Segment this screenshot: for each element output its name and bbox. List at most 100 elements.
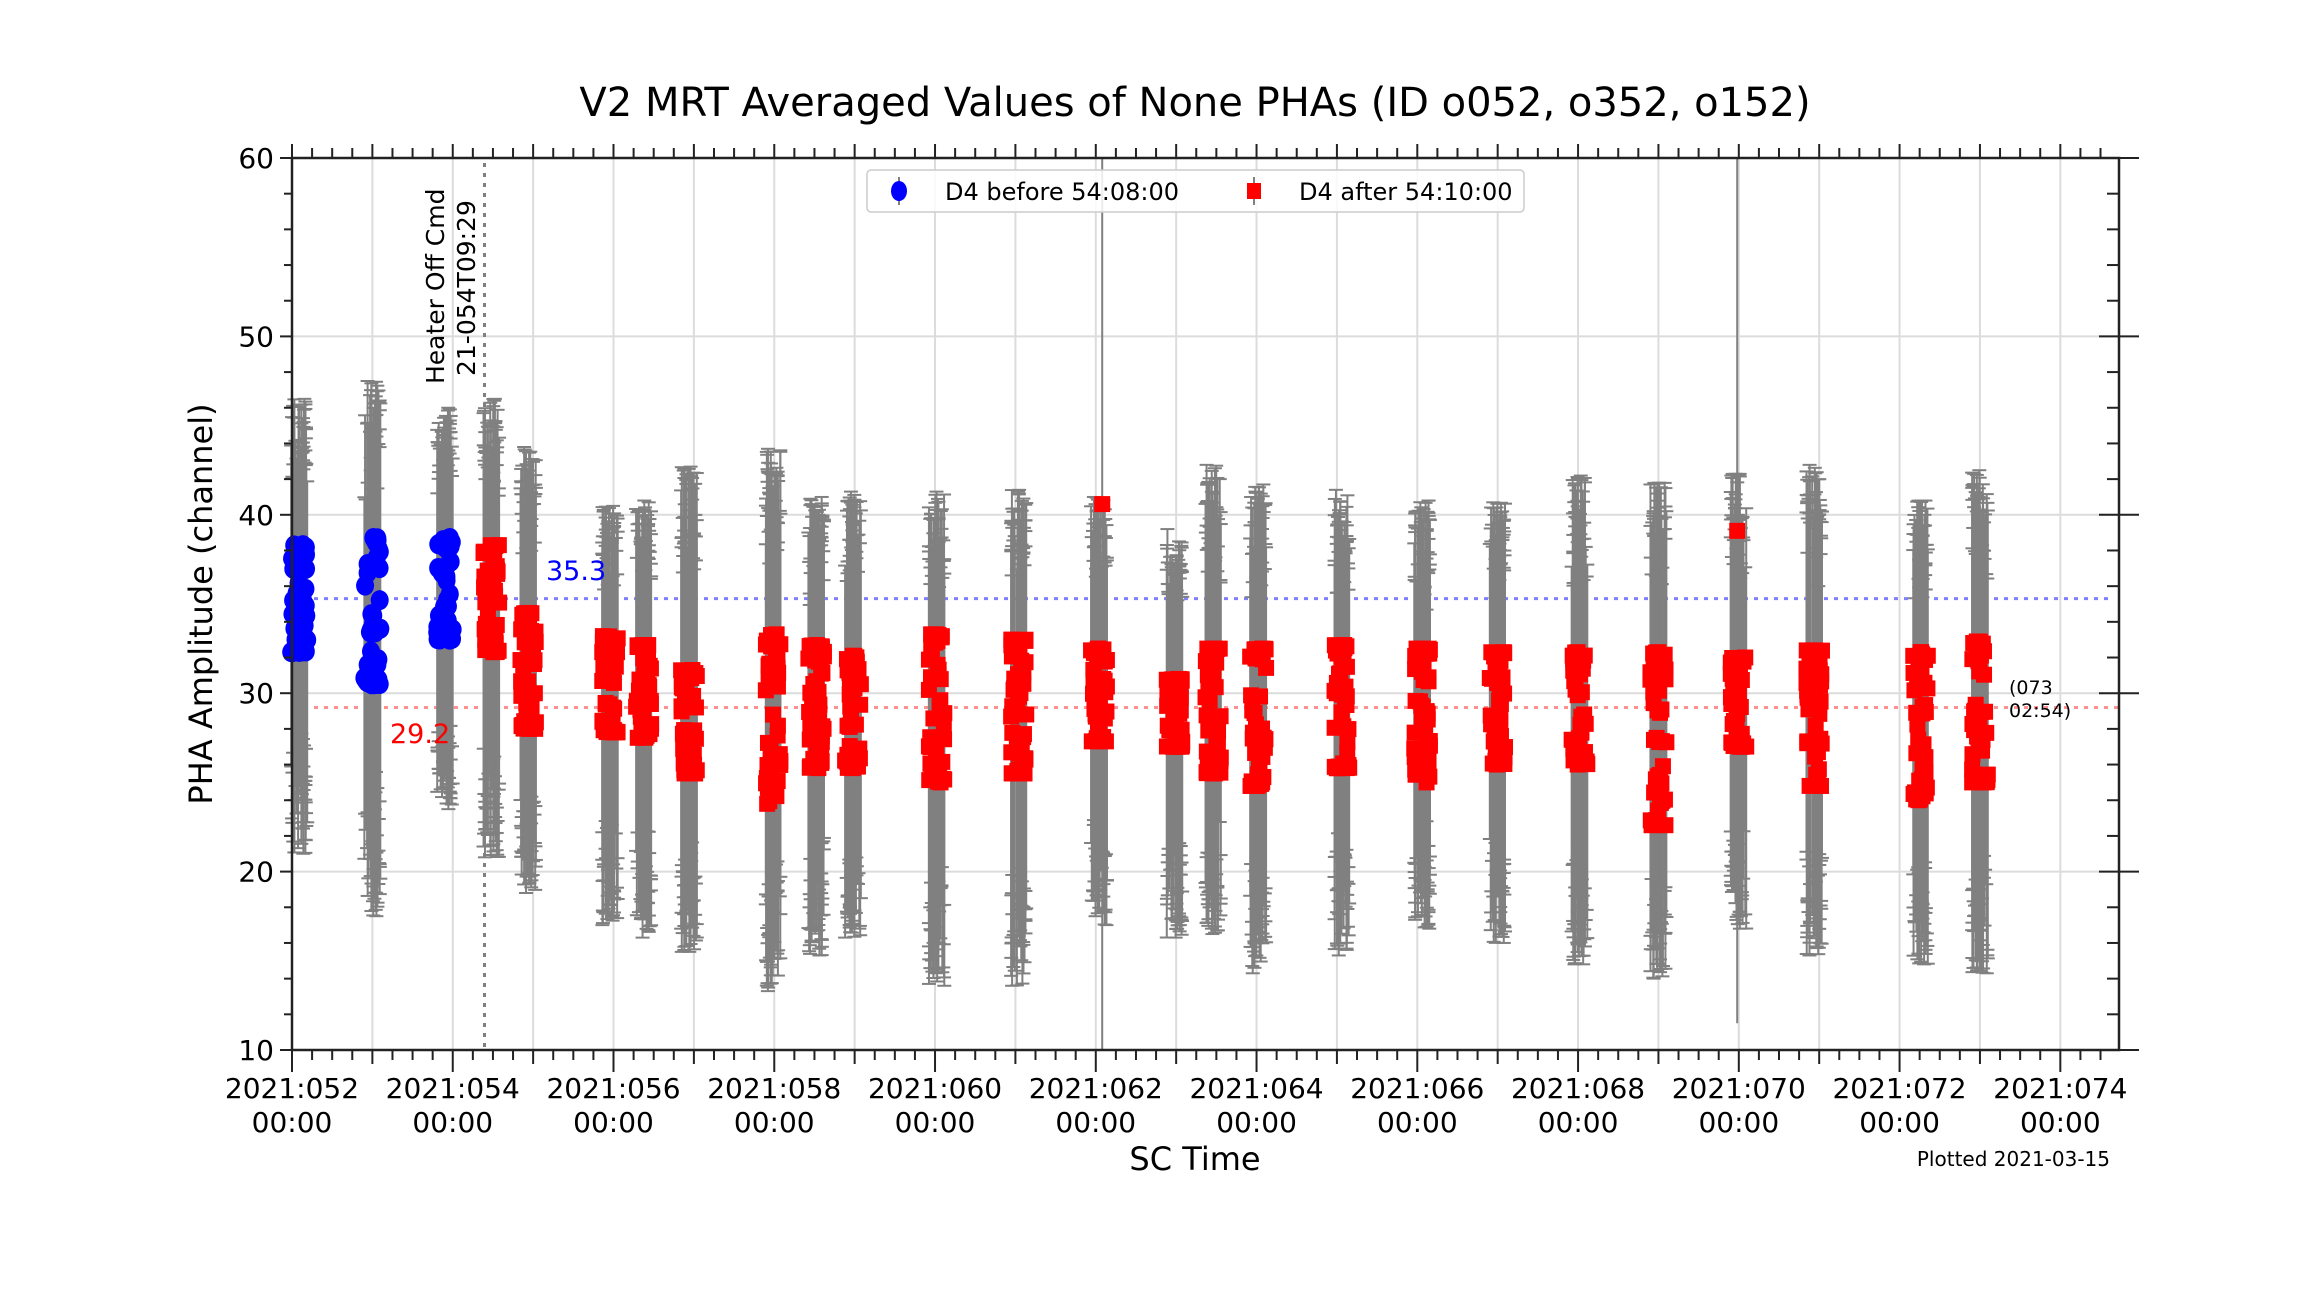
data-point-after bbox=[766, 636, 783, 653]
data-point-after bbox=[1811, 643, 1828, 660]
data-point-after bbox=[1418, 703, 1435, 720]
data-point-after bbox=[673, 703, 690, 720]
data-point-after bbox=[1725, 737, 1742, 754]
data-point-before bbox=[366, 552, 385, 573]
data-point-after bbox=[1209, 640, 1226, 657]
y-tick-label: 50 bbox=[238, 320, 274, 353]
data-point-after bbox=[1331, 665, 1348, 682]
data-point-after bbox=[1972, 642, 1989, 659]
data-point-after bbox=[932, 692, 949, 709]
data-point-after bbox=[933, 629, 950, 646]
x-tick-label-time: 00:00 bbox=[252, 1106, 333, 1139]
data-point-after bbox=[1004, 724, 1021, 741]
data-point-after bbox=[1258, 659, 1275, 676]
data-point-after bbox=[1169, 723, 1186, 740]
data-point-after bbox=[1494, 741, 1511, 758]
data-point-after bbox=[810, 638, 827, 655]
data-point-before bbox=[297, 558, 316, 579]
data-point-after bbox=[1730, 667, 1747, 684]
data-point-after bbox=[1200, 676, 1217, 693]
data-point-after bbox=[1199, 765, 1216, 782]
data-point-after bbox=[1197, 689, 1214, 706]
data-point-after bbox=[1090, 670, 1107, 687]
data-point-before bbox=[366, 622, 385, 643]
data-point-after bbox=[513, 687, 530, 704]
data-point-after bbox=[813, 663, 830, 680]
data-markers bbox=[282, 496, 1996, 834]
data-point-after bbox=[479, 629, 496, 646]
data-point-after bbox=[1657, 661, 1674, 678]
data-point-before bbox=[294, 535, 313, 556]
data-point-after bbox=[673, 673, 690, 690]
data-point-after bbox=[1649, 702, 1666, 719]
data-point-after bbox=[1246, 705, 1263, 722]
x-tick-label-date: 2021:056 bbox=[546, 1072, 680, 1105]
data-point-after bbox=[1650, 682, 1667, 699]
data-point-before bbox=[284, 558, 303, 579]
data-point-after bbox=[1658, 734, 1675, 751]
data-point-after bbox=[851, 740, 868, 757]
data-point-after bbox=[1647, 771, 1664, 788]
data-point-after bbox=[1333, 648, 1350, 665]
data-point-after bbox=[803, 685, 820, 702]
data-point-after bbox=[1491, 662, 1508, 679]
data-point-after bbox=[1489, 715, 1506, 732]
data-point-after bbox=[1492, 695, 1509, 712]
data-point-after bbox=[852, 676, 869, 693]
data-point-after bbox=[757, 682, 774, 699]
data-point-after bbox=[769, 727, 786, 744]
y-tick-label: 40 bbox=[238, 499, 274, 532]
data-point-before bbox=[368, 654, 387, 675]
plot-frame bbox=[290, 156, 2121, 1052]
data-point-after bbox=[1212, 708, 1229, 725]
data-point-after bbox=[760, 667, 777, 684]
data-point-before bbox=[356, 575, 375, 596]
data-point-before bbox=[296, 578, 315, 599]
data-point-after bbox=[766, 749, 783, 766]
data-point-after bbox=[848, 649, 865, 666]
data-point-after bbox=[838, 753, 855, 770]
data-point-after bbox=[1807, 717, 1824, 734]
data-point-after bbox=[1974, 742, 1991, 759]
data-point-after bbox=[1808, 766, 1825, 783]
data-point-before bbox=[429, 619, 448, 640]
data-point-after bbox=[1406, 749, 1423, 766]
data-point-after bbox=[1088, 733, 1105, 750]
data-point-after bbox=[479, 562, 496, 579]
data-point-after bbox=[1212, 749, 1229, 766]
data-point-after bbox=[841, 718, 858, 735]
data-point-after bbox=[1799, 689, 1816, 706]
data-point-after bbox=[813, 742, 830, 759]
data-point-before bbox=[433, 602, 452, 623]
data-point-after bbox=[1255, 729, 1272, 746]
x-tick-label-date: 2021:052 bbox=[225, 1072, 359, 1105]
data-point-after bbox=[1088, 693, 1105, 710]
data-point-after bbox=[1967, 702, 1984, 719]
data-point-after bbox=[922, 729, 939, 746]
data-point-after bbox=[1198, 707, 1215, 724]
data-point-after bbox=[1171, 670, 1188, 687]
data-point-before bbox=[366, 531, 385, 552]
data-point-after bbox=[1732, 699, 1749, 716]
data-point-after bbox=[1252, 688, 1269, 705]
data-point-after bbox=[1018, 706, 1035, 723]
data-point-after bbox=[640, 646, 657, 663]
x-tick-label-date: 2021:058 bbox=[707, 1072, 841, 1105]
x-tick-label-date: 2021:062 bbox=[1029, 1072, 1163, 1105]
data-point-after bbox=[1969, 718, 1986, 735]
data-point-after bbox=[641, 678, 658, 695]
axes: 1020304050602021:05200:002021:05400:0020… bbox=[225, 142, 2139, 1139]
data-point-after bbox=[1415, 671, 1432, 688]
data-point-after bbox=[1496, 755, 1513, 772]
data-point-after bbox=[1003, 708, 1020, 725]
data-point-after bbox=[1011, 688, 1028, 705]
x-tick-label-time: 00:00 bbox=[412, 1106, 493, 1139]
y-tick-label: 30 bbox=[238, 677, 274, 710]
data-point-before bbox=[285, 618, 304, 639]
data-point-after bbox=[606, 635, 623, 652]
data-point-after bbox=[1015, 664, 1032, 681]
data-point-after bbox=[1976, 666, 1993, 683]
data-point-after bbox=[920, 651, 937, 668]
data-point-after bbox=[605, 699, 622, 716]
data-point-after bbox=[1010, 761, 1027, 778]
